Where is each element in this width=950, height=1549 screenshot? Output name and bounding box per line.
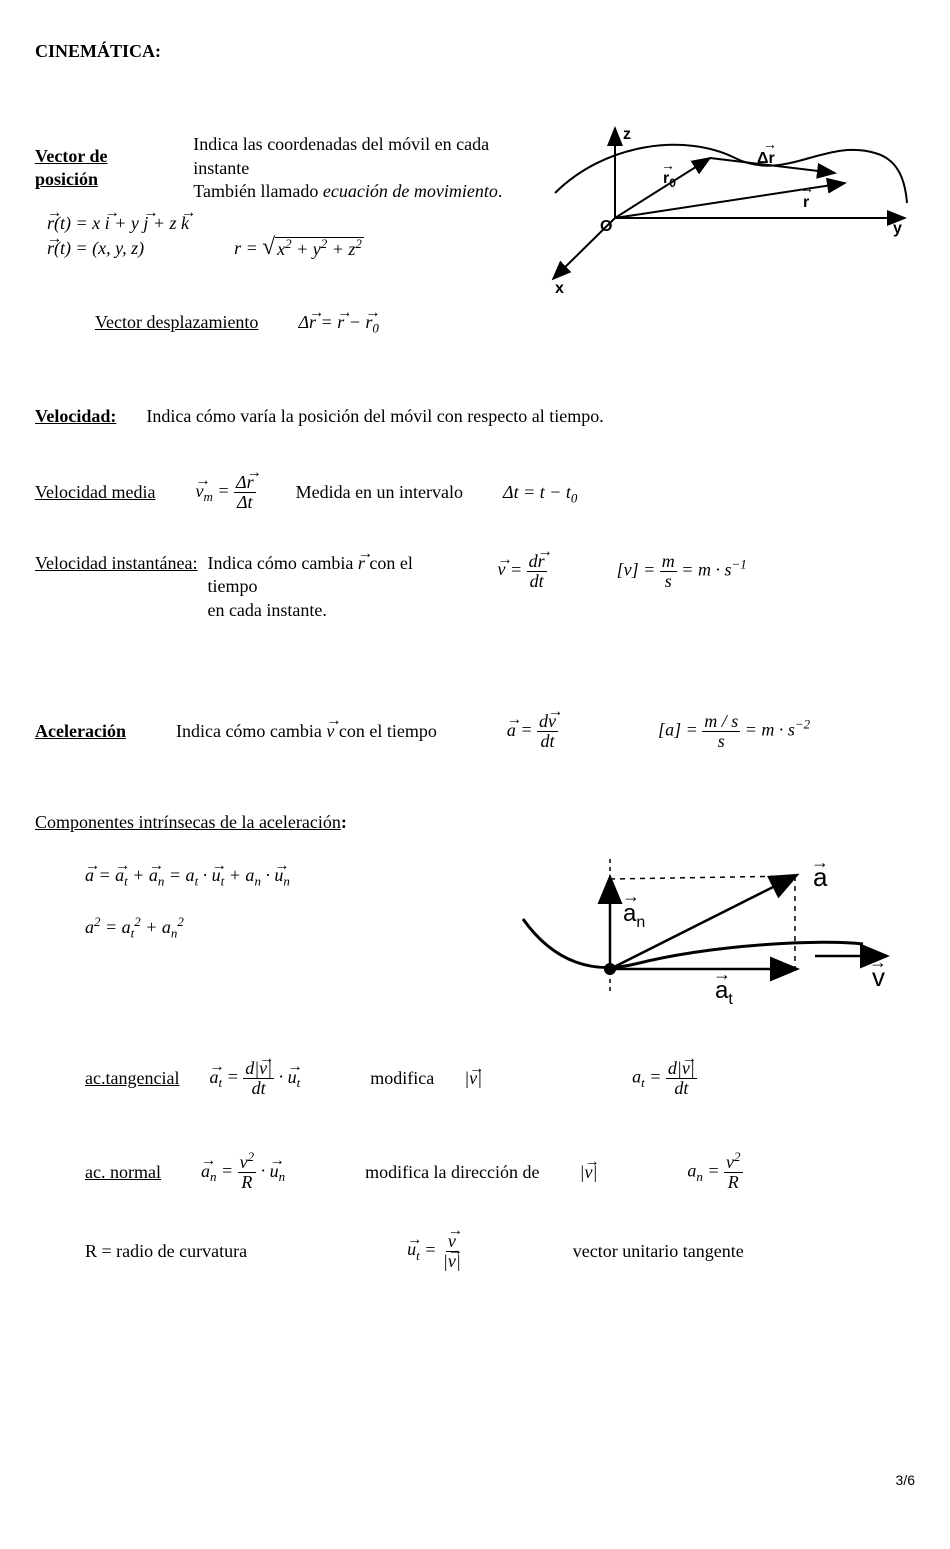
vel-inst-eq: v = drdt xyxy=(497,552,546,591)
vel-inst-label: Velocidad instantánea: xyxy=(35,552,197,575)
svg-text:v: v xyxy=(872,962,885,992)
pos-eq3: r = √x2 + y2 + z2 xyxy=(234,237,364,261)
section-acceleration: Aceleración Indica cómo cambia v con el … xyxy=(35,712,915,751)
svg-text:z: z xyxy=(623,126,631,143)
heading-velocity: Velocidad: xyxy=(35,405,116,428)
tan-eq: at = d|v|dt · ut xyxy=(209,1059,300,1098)
svg-text:y: y xyxy=(893,220,902,237)
svg-text:Δr: Δr xyxy=(757,150,775,167)
vel-media-interval-eq: Δt = t − t0 xyxy=(503,481,577,504)
accel-units: [a] = m / ss = m · s−2 xyxy=(658,712,810,751)
svg-text:r: r xyxy=(803,194,809,211)
vel-inst-desc1: Indica cómo cambia r con el tiempo xyxy=(207,552,457,599)
ut-desc: vector unitario tangente xyxy=(573,1240,744,1263)
intrinsic-diagram: → a → an → at → v xyxy=(515,854,915,1014)
vel-media-label: Velocidad media xyxy=(35,481,155,504)
nor-label: ac. normal xyxy=(85,1161,161,1184)
vel-inst-desc2: en cada instante. xyxy=(207,599,457,622)
heading-position: Vector de posición xyxy=(35,145,173,192)
accel-desc: Indica cómo cambia v con el tiempo xyxy=(176,720,437,743)
section-position: Vector de posición Indica las coordenada… xyxy=(35,133,915,334)
intr-eq1: a = at + an = at · ut + an · un xyxy=(85,864,515,887)
pos-desc-line1: Indica las coordenadas del móvil en cada… xyxy=(193,133,545,180)
accel-eq: a = dvdt xyxy=(507,712,558,751)
vel-desc: Indica cómo varía la posición del móvil … xyxy=(146,405,603,428)
intr-eq2: a2 = at2 + an2 xyxy=(85,916,515,939)
vel-media-eq: vm = ΔrΔt xyxy=(195,473,255,512)
section-velocity: Velocidad: Indica cómo varía la posición… xyxy=(35,405,915,622)
disp-eq: Δr = r − r0 xyxy=(298,311,378,334)
svg-text:a: a xyxy=(813,862,828,892)
r-def: R = radio de curvatura xyxy=(85,1240,247,1263)
nor-mod-label: modifica la dirección de xyxy=(365,1161,539,1184)
vel-media-interval-label: Medida en un intervalo xyxy=(296,481,463,504)
heading-intrinsic: Componentes intrínsecas de la aceleració… xyxy=(35,811,915,834)
pos-eq1: r(t) = x i + y j + z k xyxy=(47,212,545,235)
svg-text:an: an xyxy=(623,900,645,931)
tan-label: ac.tangencial xyxy=(85,1067,179,1090)
heading-accel: Aceleración xyxy=(35,720,126,743)
nor-eq: an = v2R · un xyxy=(201,1153,285,1192)
nor-mod-what: |v| xyxy=(580,1161,598,1184)
tan-scalar: at = d|v|dt xyxy=(632,1059,697,1098)
ut-eq: ut = v|v| xyxy=(407,1232,463,1271)
tan-mod-what: |v| xyxy=(464,1067,482,1090)
nor-scalar: an = v2R xyxy=(687,1153,742,1192)
page-title: CINEMÁTICA: xyxy=(35,40,915,63)
svg-text:x: x xyxy=(555,280,564,293)
page-footer: 3/6 xyxy=(35,1471,915,1489)
pos-desc-line2: También llamado ecuación de movimiento. xyxy=(193,180,545,203)
section-intrinsic: Componentes intrínsecas de la aceleració… xyxy=(35,811,915,1271)
svg-text:O: O xyxy=(600,218,612,235)
pos-eq2: r(t) = (x, y, z) xyxy=(47,237,144,260)
tan-mod-label: modifica xyxy=(370,1067,434,1090)
disp-label: Vector desplazamiento xyxy=(95,311,258,334)
vel-inst-units: [v] = ms = m · s−1 xyxy=(617,552,747,591)
position-diagram: O z y x → r0 → Δr → r xyxy=(545,123,915,293)
